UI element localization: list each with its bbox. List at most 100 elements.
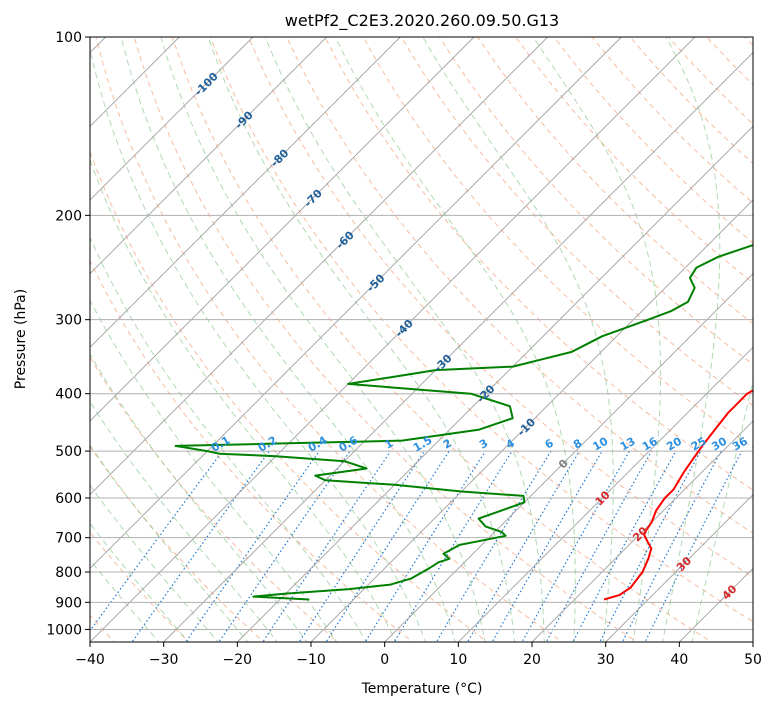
dry-adiabat-line [553, 37, 753, 244]
dry-adiabat-line [477, 37, 753, 325]
y-tick-label: 600 [55, 491, 82, 507]
mixing-ratio-label: 4 [504, 436, 517, 451]
isotherm-label: -60 [334, 228, 357, 251]
y-tick-label: 100 [55, 30, 82, 46]
x-tick-label: −10 [296, 652, 326, 668]
isotherm-label: 40 [720, 582, 740, 602]
dry-adiabat-line [668, 37, 753, 125]
y-tick-label: 500 [55, 444, 82, 460]
dry-adiabat-line [362, 37, 753, 449]
y-tick-label: 300 [55, 313, 82, 329]
dry-adiabat-line [248, 37, 753, 578]
moist-adiabat-line [90, 299, 338, 642]
isotherm-line [458, 346, 753, 642]
chart-title: wetPf2_C2E3.2020.260.09.50.G13 [285, 11, 559, 31]
isotherm-line [605, 494, 753, 642]
dry-adiabat-line [210, 37, 753, 623]
moist-adiabat-line [264, 37, 545, 642]
mixing-ratio-line [621, 450, 722, 642]
y-tick-label: 200 [55, 208, 82, 224]
mixing-ratio-line [325, 450, 450, 642]
y-axis-label: Pressure (hPa) [13, 289, 29, 389]
x-tick-label: −30 [149, 652, 179, 668]
isotherm-label: -50 [364, 271, 387, 294]
x-axis-label: Temperature (°C) [361, 681, 483, 697]
sounding-series [174, 243, 753, 601]
x-tick-label: 30 [597, 652, 615, 668]
isotherm-label: -100 [192, 70, 221, 99]
mixing-ratio-label: 2 [441, 437, 454, 452]
isotherm-line [531, 420, 753, 642]
isotherm-line [237, 125, 753, 642]
dry-adiabat-line [324, 37, 753, 491]
x-tick-label: 0 [380, 652, 389, 668]
mixing-ratio-line [393, 450, 513, 642]
isotherm-line [90, 37, 548, 496]
dry-adiabat-line [591, 37, 753, 204]
dry-adiabat-line [400, 37, 753, 407]
dry-adiabat-line [90, 445, 265, 642]
dry-adiabat-line [438, 37, 753, 366]
mixing-ratio-line [185, 450, 320, 642]
isotherm-line [310, 199, 753, 642]
mixing-ratio-line [131, 450, 270, 642]
isotherm-label: -70 [302, 187, 325, 210]
moist-adiabat-line [90, 47, 427, 642]
moist-adiabat-line [662, 37, 721, 642]
isotherm-line [90, 37, 401, 348]
mixing-ratio-line [298, 450, 425, 642]
temperature-line [603, 389, 753, 601]
dry-adiabat-line [90, 150, 489, 642]
moist-adiabat-line [90, 353, 308, 642]
isotherm-label: 10 [593, 488, 613, 508]
moist-adiabat-line [90, 158, 397, 642]
isotherm-line [90, 37, 254, 201]
x-tick-label: 20 [523, 652, 541, 668]
moist-adiabat-line [691, 378, 753, 642]
isotherm-line [90, 37, 327, 275]
mixing-ratio-label: 3 [477, 437, 490, 452]
mixing-ratio-line [262, 450, 392, 642]
y-tick-label: 1000 [46, 622, 82, 638]
isotherm-line [90, 37, 622, 569]
y-tick-label: 400 [55, 387, 82, 403]
y-tick-label: 700 [55, 531, 82, 547]
mixing-ratio-line [218, 450, 351, 642]
mixing-ratio-label: 6 [543, 436, 556, 451]
isotherm-label: 30 [674, 554, 694, 574]
y-tick-label: 800 [55, 565, 82, 581]
x-tick-label: −20 [223, 652, 253, 668]
isopleth-labels: -100-90-80-70-60-50-40-30-20-10010203040… [192, 70, 750, 603]
isotherm-line [90, 37, 475, 422]
moist-adiabat-line [207, 37, 516, 642]
dry-adiabat-line [95, 37, 564, 642]
moist-adiabat-line [90, 236, 367, 642]
moist-adiabat-line [160, 37, 486, 642]
x-tick-label: 50 [744, 652, 762, 668]
x-tick-label: 10 [449, 652, 467, 668]
isotherm-label: -30 [431, 351, 454, 374]
isotherm-label: 0 [556, 456, 571, 471]
isotherm-line [90, 37, 696, 642]
isotherm-line [384, 273, 753, 642]
isotherm-label: -10 [515, 415, 538, 438]
isotherm-label: -90 [233, 108, 256, 131]
moist-adiabat-line [334, 37, 576, 642]
dry-adiabat-line [133, 37, 638, 642]
mixing-ratio-line [90, 450, 223, 632]
mixing-ratio-line [572, 450, 677, 642]
isotherm-line [752, 641, 753, 642]
moist-adiabat-line [120, 37, 456, 642]
mixing-ratio-line [599, 450, 702, 642]
background-grid [90, 37, 753, 642]
isotherm-line [163, 52, 753, 642]
moist-adiabat-line [90, 484, 219, 642]
moist-adiabat-line [90, 444, 249, 642]
x-tick-label: −40 [75, 652, 105, 668]
axis-ticks: −40 −30 −20 −10 0 10 20 30 40 5010020030040050060… [46, 30, 762, 668]
dewpoint-line [174, 243, 753, 601]
y-tick-label: 900 [55, 595, 82, 611]
isotherm-line [679, 567, 753, 642]
dry-adiabat-line [744, 37, 753, 47]
